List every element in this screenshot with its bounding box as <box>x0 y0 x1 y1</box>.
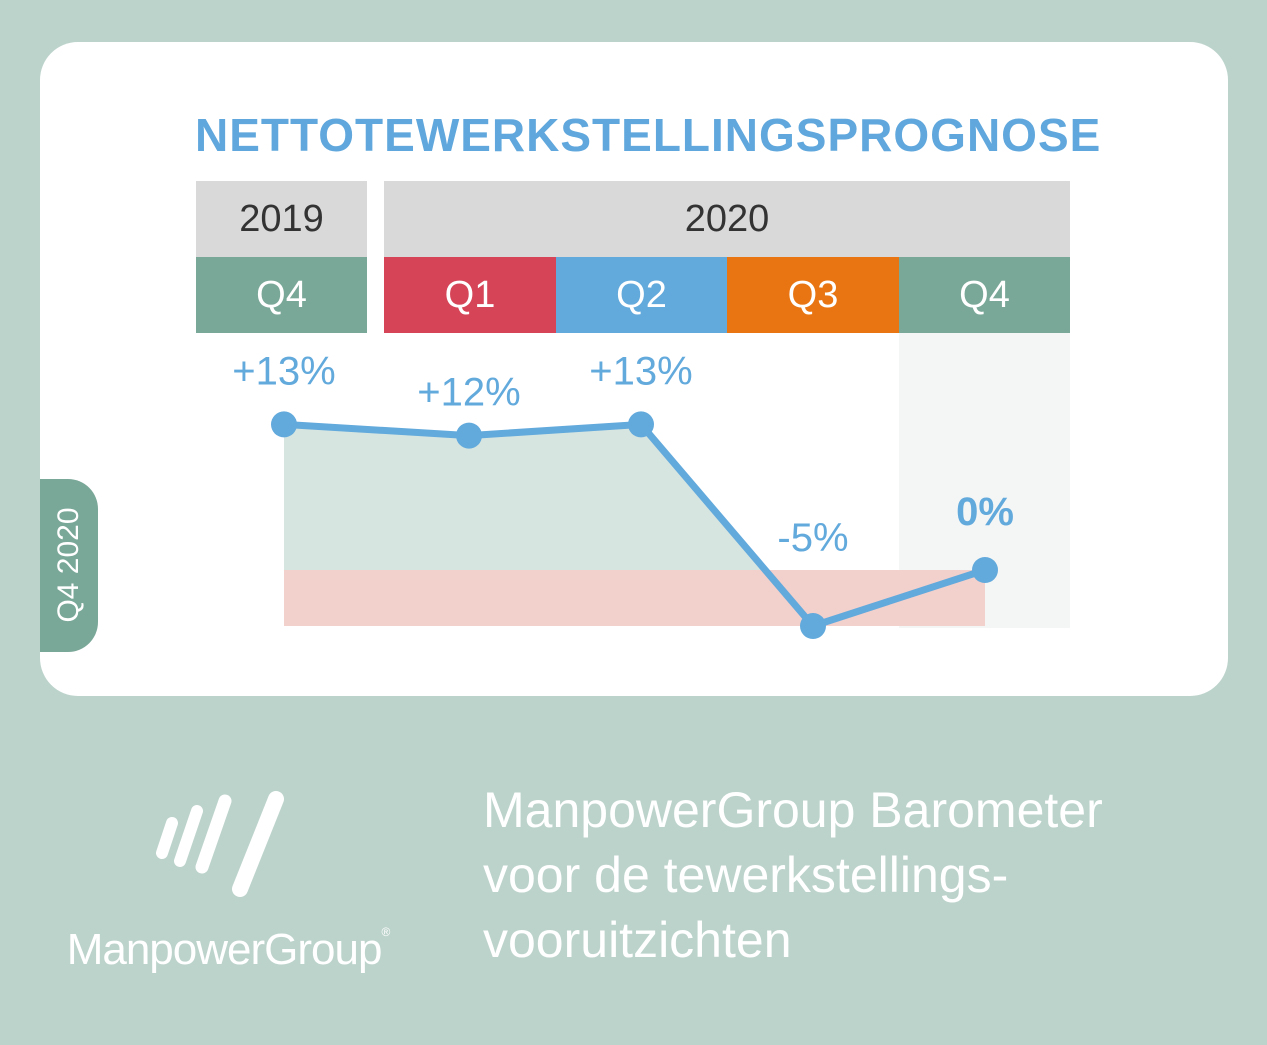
negative-band <box>284 570 985 626</box>
data-point-1 <box>271 411 297 438</box>
quarter-header-2019-q4: Q4 <box>196 257 367 333</box>
data-label-1: +13% <box>232 349 335 393</box>
quarter-header-2020-q2: Q2 <box>556 257 727 333</box>
manpowergroup-logo-icon <box>156 791 284 897</box>
quarter-header-2020-q4: Q4 <box>899 257 1070 333</box>
brand-name-text: ManpowerGroup <box>66 925 383 974</box>
tagline-line-2: voor de tewerkstellings- <box>483 847 1009 903</box>
brand-tagline: ManpowerGroup Barometer voor de tewerkst… <box>483 778 1243 973</box>
tagline-line-3: vooruitzichten <box>483 912 792 968</box>
period-tab: Q4 2020 <box>40 479 98 652</box>
data-point-2 <box>456 422 482 449</box>
positive-area <box>284 424 766 570</box>
chart-title: NETTOTEWERKSTELLINGSPROGNOSE <box>195 109 1102 161</box>
data-label-2: +12% <box>417 371 520 415</box>
data-label-4: -5% <box>777 516 848 560</box>
quarter-header-2020-q3: Q3 <box>727 257 899 333</box>
quarter-header-2020-q1: Q1 <box>384 257 556 333</box>
year-header-2020: 2020 <box>384 181 1070 257</box>
registered-mark: ® <box>381 925 390 939</box>
data-point-4 <box>800 613 826 639</box>
brand-name: ManpowerGroup® <box>48 925 408 975</box>
data-point-5 <box>972 557 998 583</box>
year-header-2019: 2019 <box>196 181 367 257</box>
data-label-5: 0% <box>956 490 1014 534</box>
tagline-line-1: ManpowerGroup Barometer <box>483 782 1103 838</box>
data-label-3: +13% <box>589 349 692 393</box>
data-point-3 <box>628 411 654 438</box>
period-tab-label: Q4 2020 <box>52 507 85 623</box>
